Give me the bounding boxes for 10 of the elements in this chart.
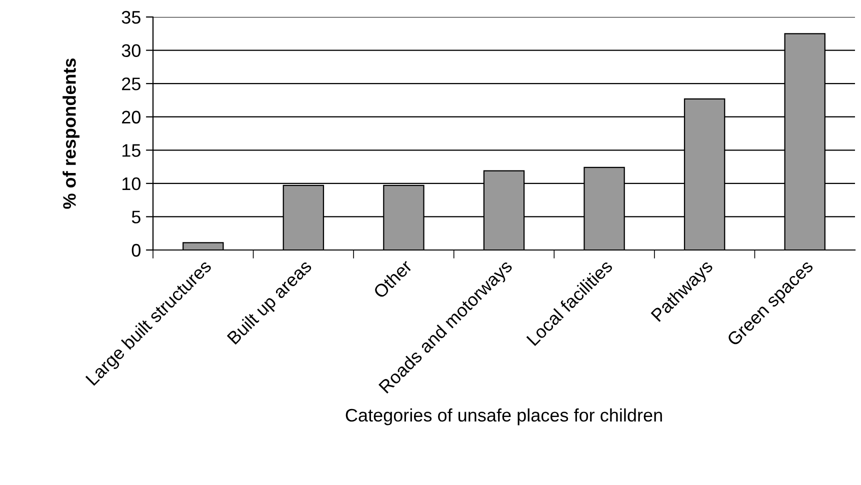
y-tick-label: 15 (122, 144, 140, 157)
y-axis-title: % of respondents (62, 58, 80, 209)
y-tick-label: 35 (122, 10, 140, 24)
y-tick-label: 5 (132, 210, 140, 224)
y-tick-label: 0 (132, 244, 140, 257)
y-tick-label: 30 (122, 44, 140, 58)
x-axis-title: Categories of unsafe places for children (346, 408, 662, 426)
y-tick-label: 10 (122, 177, 140, 190)
y-tick-label: 20 (122, 110, 140, 124)
y-tick-label: 25 (122, 78, 140, 90)
